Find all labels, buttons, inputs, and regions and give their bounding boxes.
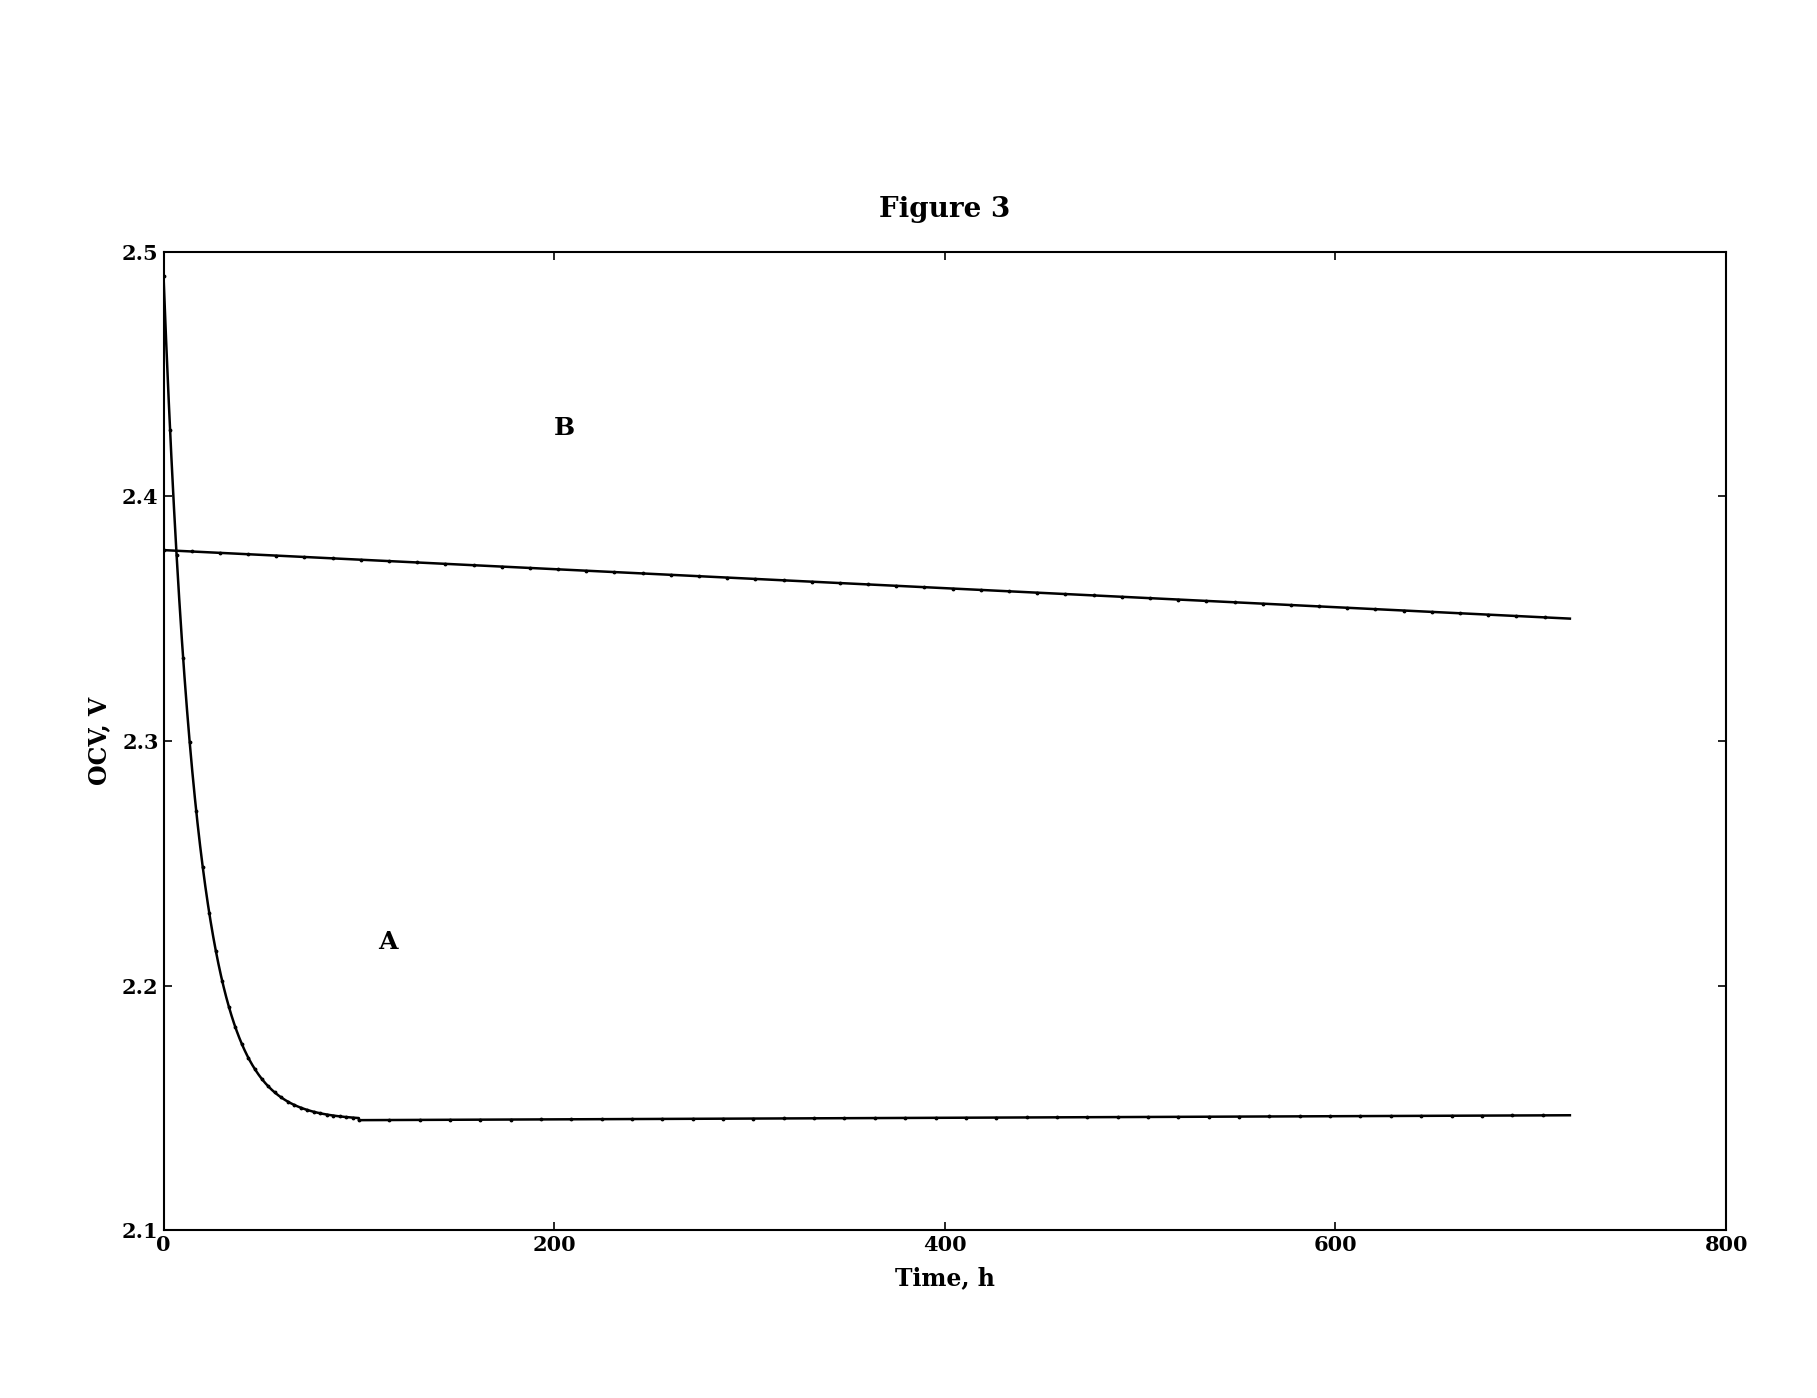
- Text: B: B: [554, 417, 576, 440]
- Title: Figure 3: Figure 3: [879, 196, 1010, 222]
- Text: A: A: [378, 930, 398, 953]
- X-axis label: Time, h: Time, h: [896, 1267, 994, 1290]
- Y-axis label: OCV, V: OCV, V: [87, 696, 111, 786]
